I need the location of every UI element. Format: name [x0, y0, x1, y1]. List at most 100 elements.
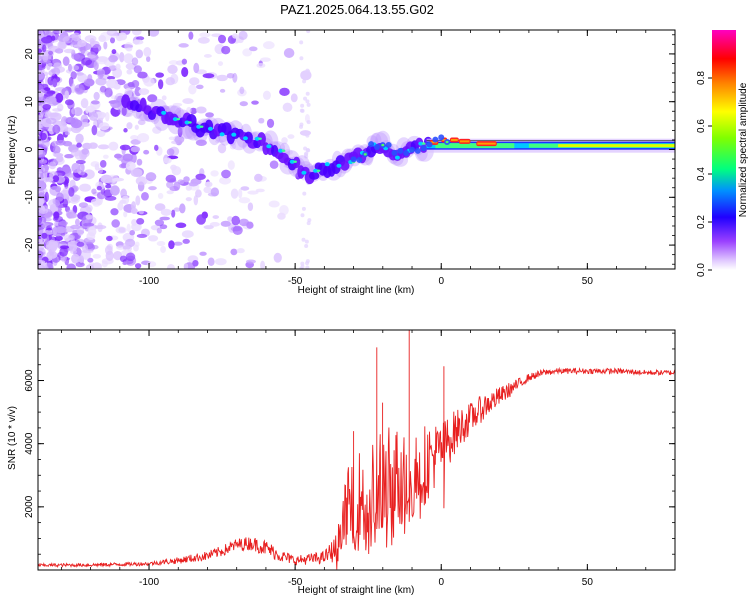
noise-blob	[299, 56, 304, 61]
noise-blob	[99, 159, 107, 168]
noise-blob	[216, 74, 228, 82]
noise-blob	[71, 32, 81, 42]
ridge-highlight	[316, 169, 321, 172]
noise-blob	[256, 63, 266, 68]
noise-blob	[188, 84, 197, 95]
noise-blob	[175, 106, 181, 115]
ridge-core	[385, 142, 392, 149]
noise-blob	[64, 127, 73, 132]
ridge-hot-core	[430, 141, 438, 144]
noise-blob	[282, 102, 293, 113]
noise-blob	[70, 119, 83, 129]
noise-blob	[64, 154, 74, 159]
colorbar-gradient	[712, 30, 736, 270]
noise-blob	[130, 139, 141, 145]
noise-blob	[305, 99, 310, 104]
ridge-core	[373, 144, 380, 151]
noise-blob	[258, 117, 265, 124]
noise-blob	[44, 262, 54, 269]
noise-blob	[38, 198, 44, 207]
noise-blob	[247, 202, 254, 212]
noise-blob	[71, 65, 80, 71]
noise-blob	[55, 92, 64, 103]
noise-blob	[306, 30, 311, 34]
noise-blob	[138, 88, 150, 96]
line-band-green	[435, 143, 515, 149]
colorbar-tick-label: 0.0	[696, 263, 707, 277]
noise-blob	[108, 55, 118, 63]
noise-blob	[302, 191, 307, 196]
noise-blob	[38, 166, 46, 174]
ridge-core	[420, 145, 427, 152]
noise-blob	[156, 227, 162, 234]
snr-x-tick-label: 50	[582, 577, 594, 588]
spectrogram-y-tick-label: 0	[24, 146, 35, 152]
noise-blob	[279, 87, 290, 96]
noise-blob	[97, 144, 110, 150]
noise-blob	[47, 62, 53, 67]
noise-blob	[148, 186, 157, 191]
noise-blob	[231, 215, 240, 226]
noise-blob	[130, 207, 138, 215]
noise-blob	[229, 142, 237, 150]
noise-blob	[105, 184, 112, 189]
noise-blob	[95, 77, 107, 86]
noise-blob	[102, 154, 109, 159]
noise-blob	[50, 241, 57, 253]
noise-blob	[300, 103, 305, 108]
noise-blob	[236, 248, 245, 254]
noise-blob	[249, 46, 258, 52]
noise-blob	[131, 153, 137, 164]
noise-blob	[38, 173, 41, 178]
noise-blob	[130, 146, 141, 153]
noise-blob	[232, 33, 239, 39]
noise-blob	[126, 69, 133, 75]
noise-blob	[134, 124, 139, 130]
noise-blob	[52, 145, 61, 155]
snr-frame	[37, 329, 676, 571]
spectrogram-x-tick-label: -50	[288, 276, 303, 287]
noise-blob	[38, 192, 45, 200]
ridge-core	[368, 141, 375, 148]
noise-blob	[84, 35, 97, 43]
noise-blob	[157, 79, 164, 90]
noise-blob	[159, 216, 170, 221]
ridge-core	[350, 156, 357, 163]
noise-blob	[305, 68, 310, 73]
noise-blob	[207, 257, 215, 266]
noise-blob	[220, 220, 231, 227]
noise-blob	[281, 137, 288, 145]
ridge-hot-core	[442, 138, 447, 141]
ridge-highlight	[421, 142, 426, 145]
noise-blob	[197, 37, 210, 44]
noise-blob	[183, 263, 189, 269]
ridge-core	[403, 150, 410, 157]
noise-blob	[91, 124, 98, 136]
ridge-highlight	[242, 136, 248, 141]
noise-blob	[64, 99, 74, 106]
ridge-highlight	[176, 117, 181, 121]
noise-blob	[45, 117, 57, 125]
noise-blob	[306, 221, 311, 226]
noise-blob	[64, 90, 70, 99]
noise-blob	[242, 48, 253, 57]
noise-blob	[64, 30, 75, 33]
noise-blob	[300, 264, 305, 269]
noise-blob	[70, 71, 77, 80]
noise-blob	[152, 126, 162, 134]
noise-blob	[238, 218, 250, 227]
ridge-highlight	[231, 132, 237, 137]
snr-x-axis-label: Height of straight line (km)	[298, 585, 415, 596]
noise-blob	[240, 186, 250, 191]
ridge-core	[432, 136, 439, 143]
noise-blob	[62, 56, 70, 66]
noise-blob	[110, 208, 119, 216]
noise-blob	[217, 61, 224, 66]
noise-blob	[106, 78, 118, 89]
noise-blob	[121, 195, 130, 205]
noise-blob	[135, 176, 148, 186]
snr-y-tick-label: 2000	[24, 495, 35, 518]
ridge-highlight	[445, 140, 449, 144]
noise-blob	[137, 71, 148, 79]
noise-blob	[214, 258, 227, 266]
